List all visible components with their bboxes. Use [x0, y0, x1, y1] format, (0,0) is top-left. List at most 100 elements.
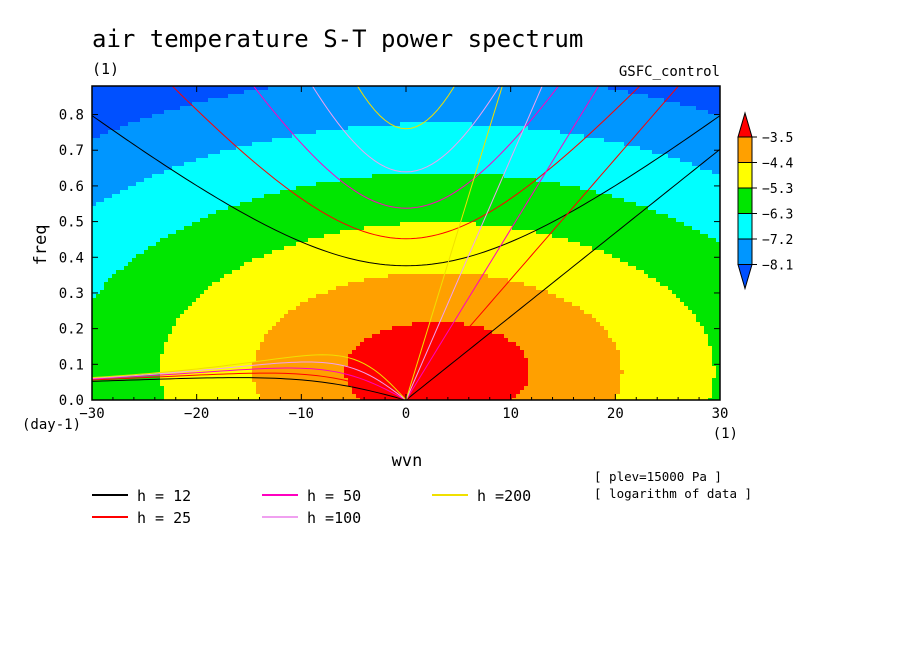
field-cell — [104, 94, 109, 99]
field-cell — [120, 146, 125, 151]
field-cell — [524, 134, 529, 139]
field-cell — [144, 206, 149, 211]
field-cell — [248, 110, 253, 115]
field-cell — [464, 162, 469, 167]
field-cell — [368, 206, 373, 211]
field-cell — [488, 130, 493, 135]
field-cell — [660, 202, 665, 207]
field-cell — [92, 202, 97, 207]
field-cell — [700, 206, 705, 211]
field-cell — [380, 166, 385, 171]
field-cell — [260, 182, 265, 187]
field-cell — [364, 182, 369, 187]
field-cell — [564, 118, 569, 123]
field-cell — [544, 206, 549, 211]
field-cell — [116, 210, 121, 215]
field-cell — [212, 114, 217, 119]
field-cell — [292, 94, 297, 99]
field-cell — [460, 102, 465, 107]
field-cell — [488, 206, 493, 211]
field-cell — [588, 110, 593, 115]
field-cell — [156, 94, 161, 99]
field-cell — [248, 178, 253, 183]
field-cell — [696, 142, 701, 147]
field-cell — [460, 198, 465, 203]
field-cell — [544, 174, 549, 179]
field-cell — [244, 186, 249, 191]
field-cell — [404, 174, 409, 179]
field-cell — [148, 198, 153, 203]
field-cell — [96, 86, 101, 91]
field-cell — [404, 130, 409, 135]
field-cell — [548, 146, 553, 151]
field-cell — [224, 122, 229, 127]
field-cell — [484, 102, 489, 107]
field-cell — [664, 134, 669, 139]
field-cell — [580, 186, 585, 191]
field-cell — [348, 90, 353, 95]
field-cell — [648, 194, 653, 199]
field-cell — [132, 154, 137, 159]
field-cell — [340, 98, 345, 103]
field-cell — [352, 114, 357, 119]
field-cell — [268, 166, 273, 171]
field-cell — [576, 198, 581, 203]
field-cell — [592, 146, 597, 151]
field-cell — [604, 134, 609, 139]
field-cell — [268, 150, 273, 155]
field-cell — [528, 202, 533, 207]
field-cell — [320, 86, 325, 91]
field-cell — [640, 90, 645, 95]
field-cell — [236, 110, 241, 115]
field-cell — [140, 182, 145, 187]
field-cell — [200, 114, 205, 119]
field-cell — [104, 138, 109, 143]
field-cell — [260, 178, 265, 183]
field-cell — [280, 166, 285, 171]
field-cell — [412, 94, 417, 99]
field-cell — [544, 146, 549, 151]
field-cell — [380, 198, 385, 203]
field-cell — [204, 162, 209, 167]
field-cell — [148, 90, 153, 95]
field-cell — [392, 146, 397, 151]
field-cell — [416, 90, 421, 95]
field-cell — [452, 98, 457, 103]
field-cell — [392, 94, 397, 99]
field-cell — [280, 122, 285, 127]
field-cell — [400, 154, 405, 159]
field-cell — [696, 106, 701, 111]
field-cell — [184, 118, 189, 123]
field-cell — [292, 106, 297, 111]
field-cell — [440, 142, 445, 147]
field-cell — [716, 94, 720, 99]
field-cell — [460, 110, 465, 115]
field-cell — [644, 142, 649, 147]
field-cell — [272, 102, 277, 107]
field-cell — [184, 170, 189, 175]
field-cell — [704, 146, 709, 151]
field-cell — [148, 178, 153, 183]
field-cell — [676, 178, 681, 183]
field-cell — [668, 162, 673, 167]
field-cell — [304, 190, 309, 195]
field-cell — [492, 130, 497, 135]
field-cell — [284, 94, 289, 99]
field-cell — [356, 90, 361, 95]
field-cell — [692, 158, 697, 163]
field-cell — [552, 86, 557, 91]
field-cell — [144, 162, 149, 167]
field-cell — [448, 202, 453, 207]
field-cell — [192, 170, 197, 175]
field-cell — [488, 182, 493, 187]
field-cell — [180, 98, 185, 103]
field-cell — [420, 134, 425, 139]
field-cell — [616, 114, 621, 119]
field-cell — [696, 182, 701, 187]
field-cell — [440, 186, 445, 191]
field-cell — [200, 98, 205, 103]
field-cell — [280, 210, 285, 215]
field-cell — [480, 94, 485, 99]
field-cell — [372, 142, 377, 147]
field-cell — [572, 122, 577, 127]
